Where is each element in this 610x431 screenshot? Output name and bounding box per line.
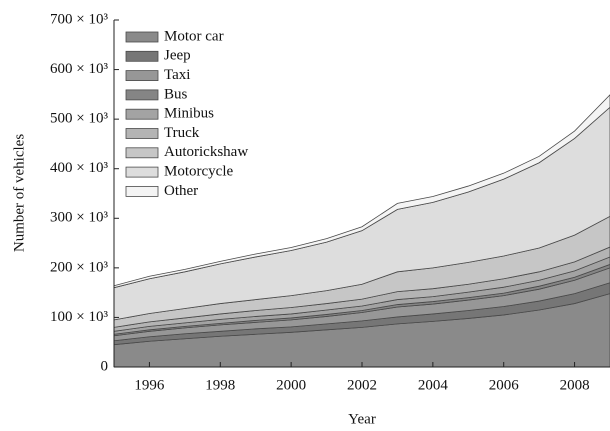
legend-label: Minibus <box>164 106 214 122</box>
x-tick-label: 2008 <box>560 377 590 393</box>
x-tick-label: 2002 <box>347 377 377 393</box>
legend-label: Jeep <box>164 48 191 64</box>
legend-label: Motor car <box>164 28 224 44</box>
legend-label: Truck <box>164 125 200 141</box>
legend-label: Autorickshaw <box>164 144 248 160</box>
y-axis-label: Number of vehicles <box>11 134 27 252</box>
legend-label: Taxi <box>164 67 190 83</box>
x-tick-label: 2006 <box>489 377 520 393</box>
legend-swatch <box>125 89 159 101</box>
y-tick-label: 100 × 10³ <box>50 309 108 325</box>
area <box>113 94 610 289</box>
legend-label: Motorcycle <box>164 164 233 180</box>
legend-label: Bus <box>164 86 188 102</box>
legend-swatch <box>125 50 159 62</box>
legend-swatch <box>125 185 159 197</box>
legend-swatch <box>125 128 159 139</box>
y-tick-label: 500 × 10³ <box>50 111 108 127</box>
legend-swatch <box>125 147 159 159</box>
x-axis-label: Year <box>348 411 376 427</box>
legend-swatch <box>125 70 159 81</box>
legend-label: Other <box>164 183 198 199</box>
y-tick-label: 0 <box>101 358 109 374</box>
legend-swatch <box>125 166 159 178</box>
y-tick-label: 400 × 10³ <box>50 160 108 176</box>
x-tick-label: 1996 <box>134 377 165 393</box>
y-tick-label: 700 × 10³ <box>50 11 108 27</box>
legend-swatch <box>125 108 159 120</box>
x-tick-label: 2004 <box>418 377 449 393</box>
x-tick-label: 2000 <box>276 377 306 393</box>
y-tick-label: 300 × 10³ <box>50 210 108 226</box>
y-tick-label: 600 × 10³ <box>50 61 108 77</box>
x-tick-label: 1998 <box>205 377 235 393</box>
legend-swatch <box>125 31 159 43</box>
y-tick-label: 200 × 10³ <box>50 259 108 275</box>
